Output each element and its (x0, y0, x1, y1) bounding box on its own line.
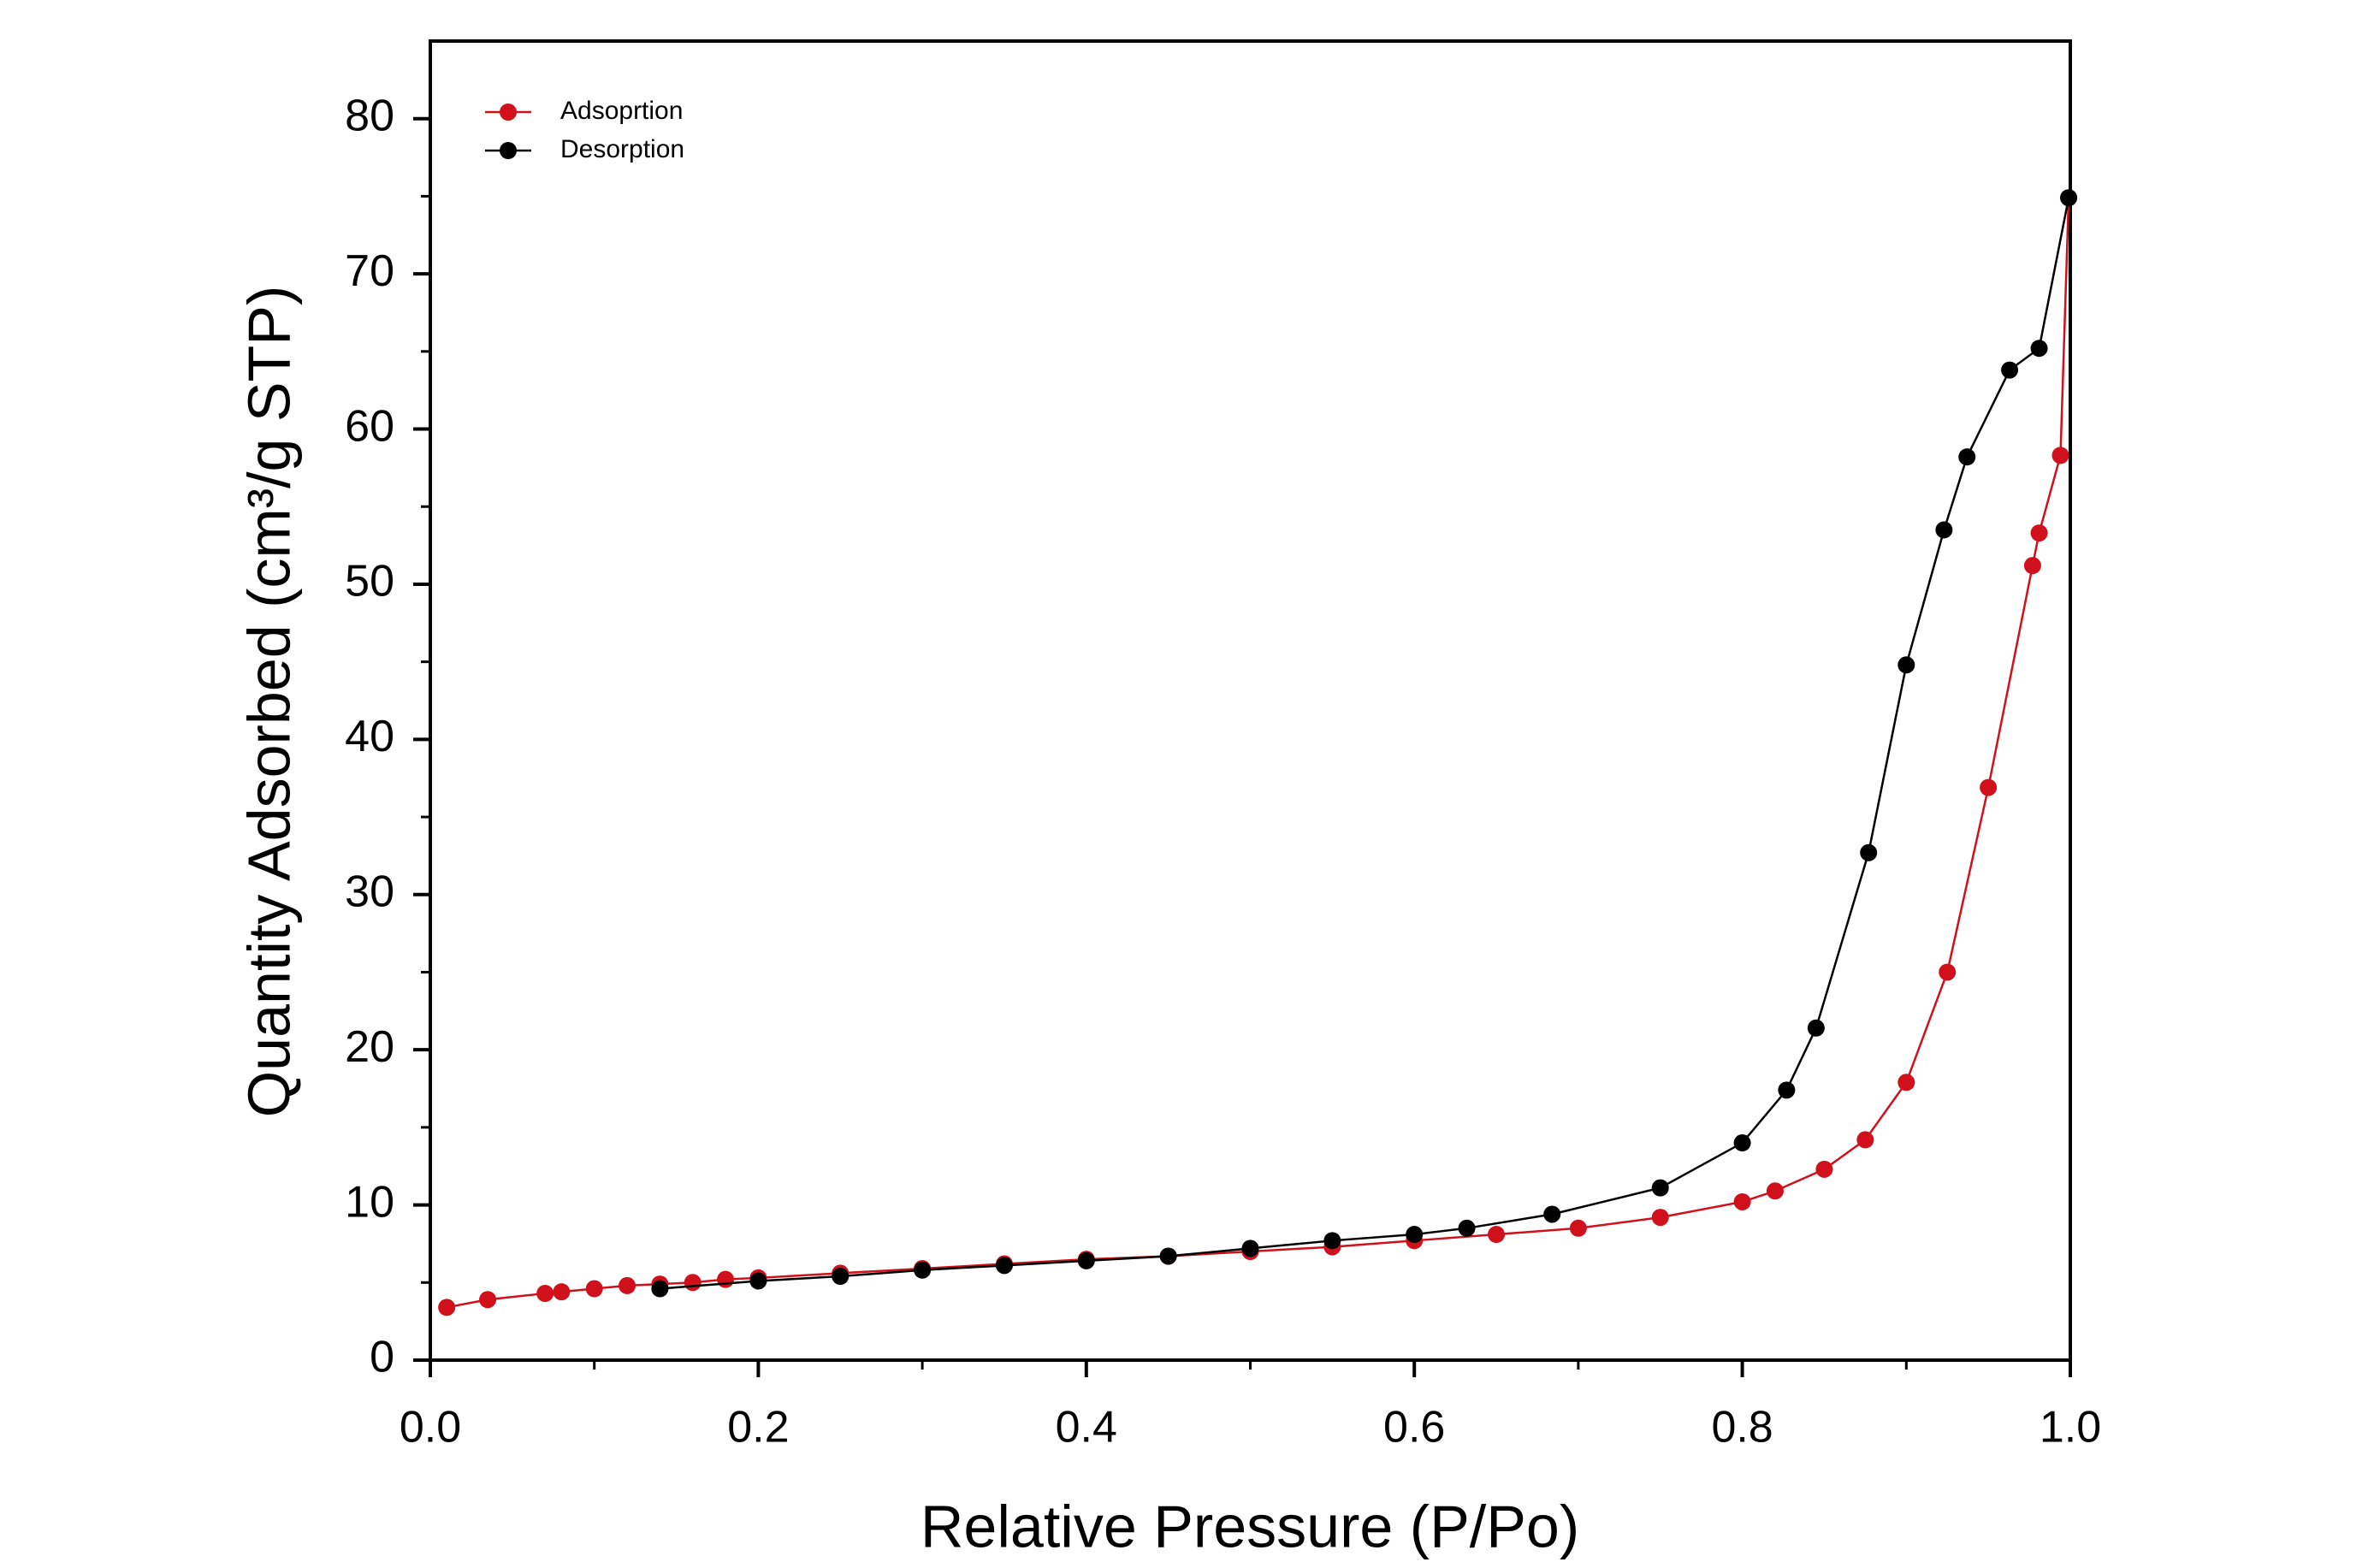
data-point (1651, 1179, 1669, 1197)
data-point (1939, 963, 1957, 981)
data-point (749, 1272, 767, 1290)
data-point (2051, 447, 2069, 464)
x-axis-title: Relative Pressure (P/Po) (921, 1493, 1579, 1559)
data-point (1935, 521, 1953, 539)
data-point (684, 1274, 702, 1292)
data-point (2001, 361, 2019, 379)
data-point (1241, 1240, 1259, 1257)
x-tick-label: 0.4 (1056, 1403, 1117, 1453)
y-tick-label: 60 (345, 401, 394, 451)
data-point (1569, 1219, 1587, 1237)
legend-label: Adsoprtion (560, 97, 683, 125)
data-point (651, 1280, 669, 1298)
y-axis-title: Quantity Adsorbed (cm³/g STP) (235, 286, 302, 1118)
data-point (1159, 1247, 1177, 1265)
data-point (553, 1283, 571, 1301)
series-line (660, 197, 2070, 1290)
x-tick-label: 0.0 (400, 1403, 461, 1453)
data-point (619, 1276, 636, 1294)
data-point (2060, 189, 2078, 207)
y-tick-label: 70 (345, 246, 394, 296)
data-point (1860, 843, 1878, 861)
data-point (1980, 778, 1998, 796)
data-point (1815, 1160, 1833, 1178)
data-point (914, 1261, 932, 1279)
data-point (1651, 1209, 1669, 1227)
data-point (2030, 524, 2048, 542)
data-point (585, 1280, 603, 1298)
data-point (1733, 1192, 1751, 1210)
x-tick-label: 0.2 (727, 1403, 789, 1453)
data-point (1897, 1074, 1915, 1092)
data-point (1897, 656, 1915, 674)
data-point (1543, 1205, 1561, 1223)
data-point (717, 1270, 735, 1288)
data-point (1077, 1251, 1095, 1269)
y-tick-label: 30 (345, 867, 394, 916)
data-point (536, 1284, 554, 1302)
data-point (1733, 1134, 1751, 1152)
data-point (2023, 557, 2041, 575)
data-point (1406, 1226, 1424, 1244)
data-point (832, 1268, 850, 1286)
legend-label: Desorption (560, 135, 684, 163)
y-tick-label: 80 (345, 91, 394, 140)
legend-marker (500, 142, 517, 159)
data-point (1323, 1232, 1341, 1250)
y-tick-label: 0 (370, 1333, 394, 1382)
series-line (446, 198, 2070, 1309)
data-point (1778, 1081, 1796, 1099)
y-tick-label: 20 (345, 1022, 394, 1072)
data-point (995, 1257, 1013, 1275)
data-point (1958, 448, 1976, 466)
x-tick-label: 0.8 (1711, 1403, 1773, 1453)
data-point (1458, 1219, 1476, 1237)
data-point (1766, 1182, 1784, 1200)
y-tick-label: 40 (345, 712, 394, 761)
data-point (2030, 340, 2048, 358)
data-point (1488, 1226, 1506, 1244)
data-point (1856, 1131, 1874, 1149)
data-point (438, 1299, 456, 1316)
data-point (479, 1291, 497, 1309)
data-point (1807, 1019, 1825, 1037)
legend-marker (500, 104, 517, 121)
y-tick-label: 10 (345, 1177, 394, 1227)
x-tick-label: 0.6 (1383, 1403, 1445, 1453)
y-tick-label: 50 (345, 557, 394, 606)
x-tick-label: 1.0 (2040, 1403, 2101, 1453)
